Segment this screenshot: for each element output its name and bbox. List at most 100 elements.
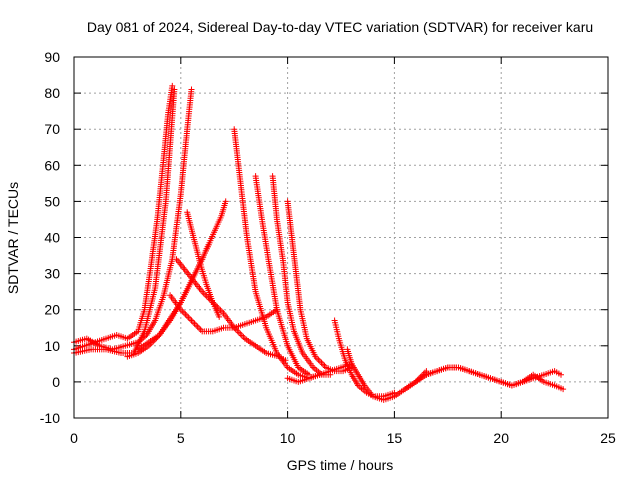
data-point-markers (295, 364, 312, 378)
data-point-markers (263, 324, 279, 354)
data-point-markers (434, 365, 449, 375)
data-point-markers (455, 364, 470, 374)
x-tick-label: 10 (280, 430, 296, 446)
data-point-markers (265, 256, 280, 311)
data-point-markers (297, 306, 310, 340)
data-point-markers (252, 288, 269, 329)
data-point-markers (299, 350, 315, 369)
data-point-markers (177, 306, 193, 322)
data-point-markers (295, 376, 310, 385)
data-point-markers (284, 342, 301, 369)
data-point-markers (197, 259, 209, 286)
data-point-markers (273, 350, 290, 369)
data-point-markers (152, 200, 169, 291)
data-point-markers (284, 299, 297, 333)
data-point-markers (284, 364, 300, 377)
data-point-markers (342, 357, 354, 376)
data-point-markers (209, 325, 225, 335)
data-point-markers (391, 387, 407, 400)
series-track-11 (269, 173, 334, 378)
series-track-10 (252, 173, 312, 378)
y-tick-label: 60 (44, 157, 60, 173)
data-point-markers (212, 214, 224, 234)
data-point-markers (169, 193, 184, 263)
data-point-markers (519, 372, 535, 385)
data-point-markers (190, 234, 203, 264)
data-point-markers (530, 371, 546, 384)
y-tick-label: 70 (44, 121, 60, 137)
data-point-markers (231, 324, 247, 340)
y-tick-label: 40 (44, 230, 60, 246)
data-point-markers (380, 394, 396, 403)
data-point-markers (141, 287, 158, 335)
data-point-markers (83, 335, 101, 348)
data-point-markers (348, 360, 360, 376)
data-point-markers (124, 329, 140, 342)
data-point-markers (162, 86, 178, 205)
data-point-markers (466, 368, 481, 377)
data-point-markers (147, 218, 160, 270)
x-tick-label: 0 (70, 430, 78, 446)
data-point-markers (273, 216, 286, 264)
plot-frame (73, 56, 609, 419)
y-tick-label: 30 (44, 266, 60, 282)
data-point-markers (423, 368, 438, 378)
data-point-markers (135, 308, 147, 335)
data-point-markers (284, 375, 300, 385)
data-point-markers (540, 368, 556, 378)
y-tick-label: 50 (44, 193, 60, 209)
x-tick-label: 25 (600, 430, 616, 446)
data-point-markers (331, 317, 342, 340)
y-tick-label: -10 (40, 410, 60, 426)
data-point-markers (291, 328, 305, 355)
data-point-markers (160, 113, 171, 162)
data-point-markers (273, 306, 290, 347)
series-track-7 (167, 292, 280, 335)
data-point-markers (498, 378, 513, 388)
y-tick-label: 90 (44, 49, 60, 65)
data-point-markers (141, 265, 154, 313)
data-point-markers (355, 371, 367, 387)
x-tick-label: 5 (177, 430, 185, 446)
chart-title: Day 081 of 2024, Sidereal Day-to-day VTE… (87, 19, 593, 35)
y-tick-label: 80 (44, 85, 60, 101)
data-point-markers (476, 371, 492, 381)
data-point-markers (402, 380, 417, 393)
data-points (71, 82, 567, 403)
x-tick-label: 15 (387, 430, 403, 446)
series-track-5 (135, 241, 212, 353)
y-tick-label: 0 (52, 374, 60, 390)
data-point-markers (306, 372, 321, 382)
data-point-markers (335, 335, 348, 362)
data-point-markers (167, 292, 183, 311)
data-point-markers (124, 350, 139, 360)
series-track-3 (71, 86, 178, 356)
y-tick-label: 10 (44, 338, 60, 354)
series-track-17 (423, 364, 567, 393)
data-point-markers (551, 382, 567, 393)
data-point-markers (370, 393, 385, 403)
data-point-markers (154, 157, 167, 223)
data-point-markers (184, 86, 195, 133)
data-point-markers (231, 126, 244, 185)
data-point-markers (113, 332, 129, 341)
data-point-markers (259, 216, 271, 260)
series-track-12 (284, 198, 355, 375)
data-point-markers (143, 319, 158, 338)
data-point-markers (327, 365, 342, 375)
axis-ticks: 0 5 10 15 20 25 -10 0 10 20 30 40 50 60 70 80 90 (40, 49, 616, 446)
data-point-markers (237, 180, 250, 239)
data-point-markers (312, 353, 328, 369)
data-point-markers (293, 270, 304, 311)
data-point-markers (199, 241, 212, 263)
data-point-markers (241, 318, 257, 328)
data-point-markers (508, 379, 524, 389)
data-point-markers (135, 344, 150, 356)
data-point-markers (269, 173, 280, 221)
data-point-markers (184, 209, 197, 239)
data-point-markers (280, 259, 291, 304)
data-point-markers (165, 82, 176, 118)
data-point-markers (199, 288, 225, 315)
data-point-markers (152, 294, 166, 324)
